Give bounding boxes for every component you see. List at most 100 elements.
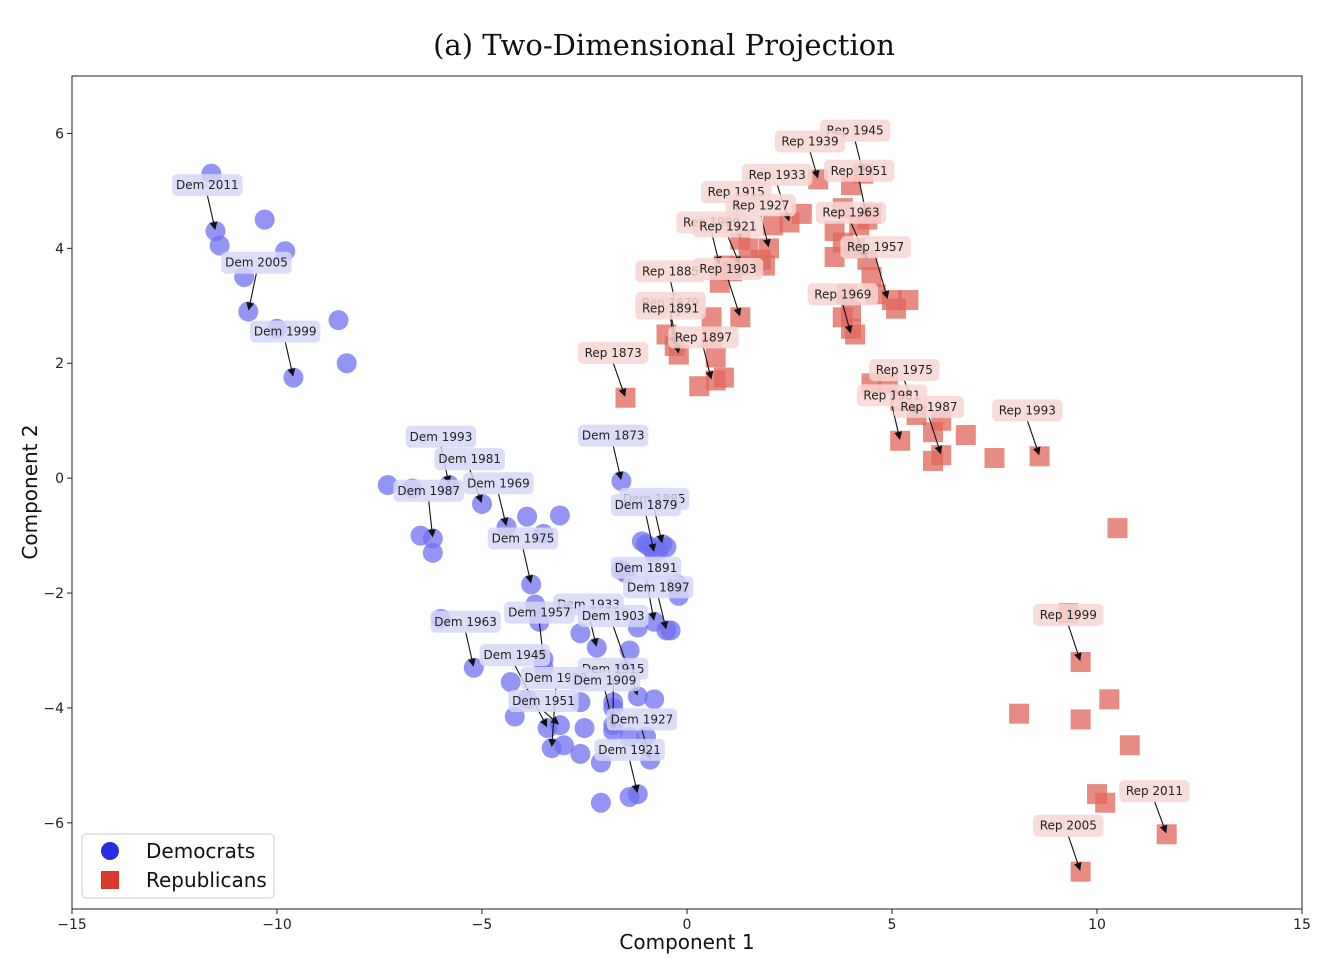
annotation-arrow xyxy=(875,257,890,300)
annotation-box xyxy=(610,494,682,517)
annotation-arrow xyxy=(1153,801,1168,834)
rep-point xyxy=(1070,709,1091,730)
legend-republicans-marker xyxy=(101,871,119,889)
y-tick-label: −6 xyxy=(43,816,64,832)
legend-box xyxy=(81,833,275,899)
dem-annotation-label: Dem 1927 xyxy=(611,712,674,726)
rep-point xyxy=(824,246,845,267)
dem-annotation-label: Dem 1951 xyxy=(512,694,575,708)
annotation-box xyxy=(430,610,501,633)
legend: Democrats Republicans xyxy=(81,833,275,899)
annotation-box xyxy=(578,605,649,628)
dem-annotation-label: Dem 1909 xyxy=(574,673,637,687)
annotation-arrow xyxy=(809,151,820,179)
dem-point xyxy=(422,528,443,549)
rep-point xyxy=(689,376,710,397)
rep-annotation-label: Rep 1903 xyxy=(699,262,756,276)
annotation-box xyxy=(508,690,579,713)
annotation-box xyxy=(610,556,682,579)
rep-point xyxy=(713,367,734,388)
dem-point xyxy=(652,534,673,555)
annotation-box xyxy=(578,424,649,447)
dem-point xyxy=(627,784,648,805)
annotation-box xyxy=(172,174,243,197)
dem-point xyxy=(336,353,357,374)
dem-point xyxy=(238,301,259,322)
dem-annotation-label: Dem 1981 xyxy=(438,452,501,466)
annotation-arrow xyxy=(284,341,296,377)
annotation-arrow xyxy=(246,272,258,311)
dem-point xyxy=(422,542,443,563)
chart-title: (a) Two-Dimensional Projection xyxy=(433,28,895,62)
annotation-box xyxy=(578,341,649,364)
annotation-box xyxy=(774,130,846,153)
dem-annotation-label: Dem 1957 xyxy=(508,606,571,620)
rep-point xyxy=(898,290,919,311)
y-tick-label: 2 xyxy=(55,356,64,372)
y-tick-label: 4 xyxy=(55,241,64,257)
annotation-box xyxy=(742,163,813,186)
dem-point xyxy=(377,475,398,496)
dem-annotation-label: Dem 1945 xyxy=(483,648,546,662)
annotation-box xyxy=(635,297,706,320)
dem-point xyxy=(209,235,230,256)
annotation-arrow xyxy=(465,631,476,667)
annotation-box xyxy=(487,527,559,550)
rep-annotation-label: Rep 1993 xyxy=(999,403,1056,417)
dem-annotation-label: Dem 1903 xyxy=(582,609,645,623)
dem-point xyxy=(586,637,607,658)
rep-annotation-label: Rep 1963 xyxy=(822,206,879,220)
dem-annotation-label: Dem 1873 xyxy=(582,429,645,443)
x-tick-label: 5 xyxy=(888,917,897,933)
rep-point xyxy=(763,215,784,236)
dem-point xyxy=(283,367,304,388)
dem-annotation-label: Dem 1975 xyxy=(492,531,555,545)
annotation-box xyxy=(1033,814,1104,837)
rep-point xyxy=(861,267,882,288)
rep-annotation-label: Rep 1939 xyxy=(781,134,838,148)
x-tick-label: 15 xyxy=(1293,917,1311,933)
dem-point xyxy=(570,743,591,764)
dem-point xyxy=(517,506,538,527)
annotation-arrow xyxy=(891,405,903,440)
annotation-box xyxy=(479,644,550,667)
dem-annotation-label: Dem 1999 xyxy=(254,325,317,339)
rep-point xyxy=(984,448,1005,469)
rep-point xyxy=(759,238,779,259)
rep-point xyxy=(705,347,726,368)
dem-annotation-label: Dem 1921 xyxy=(598,743,661,757)
legend-democrats-marker xyxy=(101,842,119,860)
dem-point xyxy=(554,735,574,756)
annotation-arrow xyxy=(612,445,624,481)
annotation-arrow xyxy=(427,500,436,538)
rep-annotation-label: Rep 1873 xyxy=(585,346,642,360)
x-tick-label: −15 xyxy=(57,917,87,933)
dem-point xyxy=(619,640,640,661)
dem-annotation-label: Dem 1987 xyxy=(397,484,460,498)
rep-point xyxy=(890,430,911,451)
annotation-box xyxy=(692,215,764,238)
annotation-box xyxy=(623,576,694,599)
annotation-box xyxy=(221,251,292,274)
rep-point xyxy=(1119,735,1140,756)
dem-annotation-label: Dem 1969 xyxy=(467,476,530,490)
rep-point xyxy=(615,387,636,408)
annotation-box xyxy=(606,708,678,731)
y-tick-label: 0 xyxy=(55,471,64,487)
legend-republicans-label: Republicans xyxy=(146,868,267,892)
annotation-arrow xyxy=(629,759,640,794)
rep-point xyxy=(1029,446,1050,467)
annotation-box xyxy=(1119,780,1190,803)
dem-annotation-label: Dem 2011 xyxy=(176,178,239,192)
dem-point xyxy=(549,505,570,526)
annotation-arrow xyxy=(543,710,560,725)
rep-point xyxy=(1009,703,1030,724)
annotation-arrow xyxy=(645,515,657,552)
rep-annotation-label: Rep 2005 xyxy=(1040,819,1097,833)
dem-point xyxy=(644,689,665,710)
annotation-box xyxy=(824,159,895,182)
annotation-box xyxy=(668,326,739,349)
rep-annotation-label: Rep 1969 xyxy=(814,287,871,301)
rep-annotation-label: Rep 1957 xyxy=(847,240,904,254)
x-axis-label: Component 1 xyxy=(619,930,754,954)
